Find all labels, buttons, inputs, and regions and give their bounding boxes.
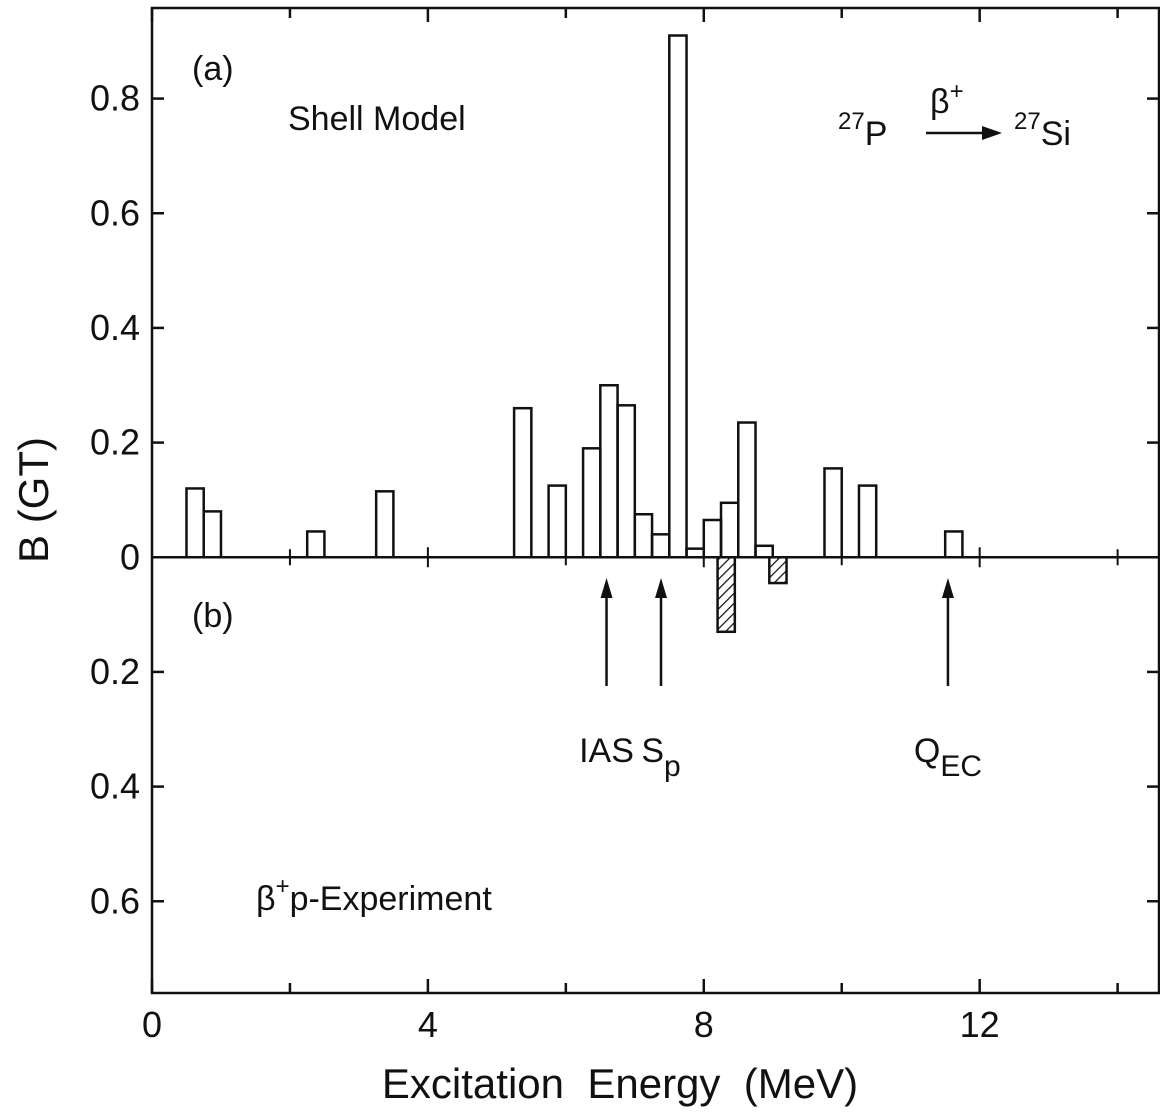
- y-tick-label: 0.2: [90, 651, 140, 692]
- histogram-bar: [857, 484, 878, 559]
- histogram-bar: [737, 421, 757, 559]
- histogram-bar: [668, 34, 688, 559]
- y-tick-label: 0.4: [90, 307, 140, 348]
- marker-arrowhead: [600, 578, 613, 598]
- histogram-bar: [633, 513, 654, 559]
- histogram-bar: [702, 518, 723, 559]
- name-text: p-Experiment: [290, 880, 493, 918]
- histogram-bar: [305, 530, 326, 559]
- label-sub: EC: [940, 750, 982, 783]
- marker-arrowhead: [941, 578, 954, 598]
- reaction-label: 27P β+ 27Si: [838, 78, 1071, 153]
- x-axis-label: Excitation Energy (MeV): [382, 1060, 858, 1107]
- y-tick-label: 0: [120, 536, 140, 577]
- histogram-bar: [943, 530, 964, 559]
- name-prefix: β: [256, 880, 276, 918]
- mass-number: 27: [838, 108, 865, 135]
- histogram-bar: [185, 487, 205, 559]
- histogram-bar: [581, 447, 602, 559]
- x-tick-label: 0: [142, 1004, 162, 1045]
- label-sub: p: [664, 750, 681, 783]
- histogram-bar: [685, 547, 706, 559]
- histogram-bar: [374, 490, 395, 559]
- histogram-bar: [202, 510, 223, 559]
- reaction-arrowhead: [982, 126, 1002, 140]
- y-tick-label: 0.6: [90, 880, 140, 921]
- decay: β: [930, 83, 950, 121]
- histogram-bar: [754, 544, 775, 559]
- histogram-bar: [599, 384, 619, 559]
- mass-number: 27: [1014, 108, 1041, 135]
- histogram-bar: [768, 556, 788, 585]
- marker-label: IAS: [579, 732, 634, 770]
- element: P: [865, 115, 888, 153]
- histogram-bar: [616, 404, 637, 559]
- decay-mode: β+: [930, 78, 964, 121]
- histogram-bar: [823, 467, 843, 559]
- x-tick-label: 12: [960, 1004, 1000, 1045]
- plot-frame: [150, 6, 1160, 995]
- decay-sup: +: [950, 78, 964, 105]
- x-tick-label: 4: [418, 1004, 438, 1045]
- element: Si: [1041, 115, 1071, 153]
- name-sup: +: [276, 873, 290, 900]
- histogram-bar: [716, 556, 737, 634]
- label-text: S: [641, 732, 664, 770]
- panel-label: (b): [192, 597, 234, 635]
- label-text: Q: [914, 732, 940, 770]
- histogram-bar: [719, 501, 740, 559]
- y-tick-label: 0.6: [90, 192, 140, 233]
- y-axis-label: B (GT): [10, 437, 57, 563]
- label-text: IAS: [579, 732, 634, 770]
- parent-nucleus: 27P: [838, 108, 887, 153]
- panel-title: Shell Model: [288, 100, 466, 138]
- marker-label: Sp: [641, 732, 680, 783]
- marker-arrowhead: [655, 578, 668, 598]
- panel-label: (a): [192, 50, 234, 88]
- marker-label: QEC: [914, 732, 982, 783]
- daughter-nucleus: 27Si: [1014, 108, 1071, 153]
- histogram-bar: [547, 484, 568, 559]
- panel-title: β+p-Experiment: [256, 873, 492, 918]
- y-tick-label: 0.4: [90, 766, 140, 807]
- histogram-bar: [512, 406, 533, 559]
- x-tick-label: 8: [694, 1004, 714, 1045]
- y-tick-label: 0.8: [90, 78, 140, 119]
- y-tick-label: 0.2: [90, 422, 140, 463]
- histogram-bar: [650, 533, 671, 559]
